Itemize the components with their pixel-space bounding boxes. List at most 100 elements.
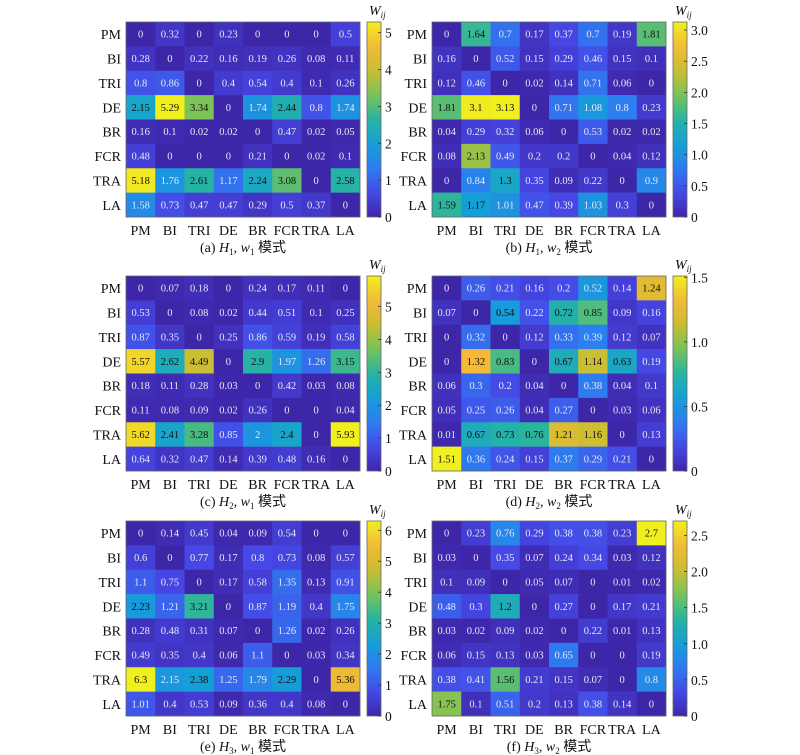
row-tick-label: FCR bbox=[95, 649, 122, 664]
heatmap-cell bbox=[549, 594, 579, 619]
cell-value-label: 0.02 bbox=[525, 626, 543, 637]
row-tick-label: TRA bbox=[399, 174, 428, 189]
heatmap-cell bbox=[184, 70, 215, 96]
heatmap-cell bbox=[490, 521, 521, 546]
cell-value-label: 0.29 bbox=[467, 127, 485, 138]
cell-value-label: 0 bbox=[561, 381, 566, 392]
caption-part: H bbox=[524, 241, 536, 256]
heatmap-cell bbox=[330, 373, 361, 399]
cell-value-label: 0.46 bbox=[467, 78, 485, 89]
heatmap-cell bbox=[636, 373, 667, 399]
cell-value-label: 0.64 bbox=[131, 454, 150, 465]
heatmap-cell bbox=[490, 667, 521, 692]
cell-value-label: 0.35 bbox=[496, 553, 514, 564]
cell-value-label: 0.37 bbox=[554, 30, 572, 41]
cell-value-label: 2.23 bbox=[131, 602, 149, 613]
heatmap-cell bbox=[607, 324, 638, 350]
heatmap-cell bbox=[301, 119, 332, 145]
cell-value-label: 0 bbox=[620, 176, 625, 187]
cell-value-label: 5.62 bbox=[131, 430, 149, 441]
cell-value-label: 0.32 bbox=[467, 332, 485, 343]
heatmap-cell bbox=[578, 594, 608, 619]
colorbar-tick-label: 3.0 bbox=[691, 23, 708, 38]
cell-value-label: 0.48 bbox=[131, 152, 149, 163]
heatmap-cell bbox=[155, 119, 185, 145]
cell-value-label: 0 bbox=[138, 529, 143, 540]
heatmap-cell bbox=[126, 373, 156, 399]
row-tick-label: TRA bbox=[399, 428, 428, 443]
cell-value-label: 0 bbox=[561, 626, 566, 637]
row-tick-label: BI bbox=[107, 53, 121, 68]
heatmap-cell bbox=[432, 168, 462, 193]
caption-part: 1 bbox=[250, 247, 255, 257]
cell-value-label: 0.9 bbox=[645, 176, 658, 187]
heatmap-cell bbox=[490, 545, 521, 571]
colorbar-tick-label: 3 bbox=[385, 365, 392, 380]
cell-value-label: 0.7 bbox=[586, 30, 599, 41]
column-tick-label: TRI bbox=[188, 723, 211, 738]
heatmap-cell bbox=[272, 143, 302, 169]
heatmap-cell bbox=[519, 691, 550, 717]
cell-value-label: 0.11 bbox=[132, 406, 150, 417]
cell-value-label: 0.02 bbox=[219, 406, 237, 417]
heatmap-cell bbox=[155, 276, 185, 301]
column-tick-label: TRA bbox=[608, 478, 637, 493]
cell-value-label: 2.9 bbox=[251, 357, 264, 368]
cell-value-label: 0.05 bbox=[336, 127, 354, 138]
cell-value-label: 0 bbox=[649, 78, 654, 89]
heatmap-cell bbox=[184, 143, 215, 169]
heatmap-cell bbox=[519, 95, 550, 120]
cell-value-label: 0.3 bbox=[469, 381, 482, 392]
heatmap-cell bbox=[155, 397, 185, 423]
heatmap-cell bbox=[607, 143, 638, 169]
heatmap-cell bbox=[243, 22, 273, 47]
cell-value-label: 0.6 bbox=[134, 553, 147, 564]
cell-value-label: 0.8 bbox=[134, 78, 147, 89]
caption-part: 模式 bbox=[255, 739, 287, 755]
heatmap-cell bbox=[126, 667, 156, 692]
heatmap-cell bbox=[461, 642, 491, 668]
column-tick-label: FCR bbox=[274, 224, 301, 239]
column-tick-label: BI bbox=[469, 224, 483, 239]
cell-value-label: 0 bbox=[314, 176, 319, 187]
row-tick-label: BI bbox=[107, 307, 121, 322]
heatmap-panel-b: 0 1.64 0.7 0.17 0.37 0.7 0.19 1.810.16 0 0.52 0.15… bbox=[399, 4, 708, 257]
heatmap-cell bbox=[549, 446, 579, 472]
heatmap-cell bbox=[607, 642, 638, 668]
cell-value-label: 0 bbox=[255, 626, 260, 637]
heatmap-cell bbox=[243, 545, 273, 571]
heatmap-cell bbox=[330, 22, 361, 47]
heatmap-cell bbox=[272, 95, 302, 120]
row-tick-label: PM bbox=[407, 282, 428, 297]
column-tick-label: LA bbox=[336, 478, 356, 493]
cell-value-label: 0.73 bbox=[278, 553, 296, 564]
heatmap-cell bbox=[461, 397, 491, 423]
caption-part: H bbox=[218, 740, 230, 755]
cell-value-label: 0.32 bbox=[496, 127, 514, 138]
colorbar-tick-label: 5 bbox=[385, 26, 392, 41]
heatmap-cell bbox=[155, 422, 185, 447]
cell-value-label: 0 bbox=[167, 308, 172, 319]
heatmap-cell bbox=[184, 667, 215, 692]
heatmap-cell bbox=[519, 618, 550, 644]
heatmap-cell bbox=[636, 300, 667, 326]
cell-value-label: 3.21 bbox=[190, 602, 208, 613]
cell-value-label: 0.13 bbox=[642, 626, 660, 637]
heatmap-cell bbox=[301, 192, 332, 218]
heatmap-cell bbox=[126, 422, 156, 447]
heatmap-cell bbox=[126, 349, 156, 374]
caption-part: , bbox=[540, 495, 547, 510]
cell-value-label: 0.06 bbox=[613, 78, 631, 89]
heatmap-cell bbox=[432, 143, 462, 169]
heatmap-cell bbox=[432, 545, 462, 571]
heatmap-cell bbox=[213, 569, 244, 595]
cell-value-label: 1.21 bbox=[161, 602, 179, 613]
cell-value-label: 0.39 bbox=[248, 454, 266, 465]
column-tick-label: PM bbox=[437, 478, 458, 493]
cell-value-label: 0.46 bbox=[584, 54, 602, 65]
cell-value-label: 6.3 bbox=[134, 675, 147, 686]
cell-value-label: 0.26 bbox=[248, 406, 266, 417]
heatmap-cell bbox=[272, 373, 302, 399]
column-tick-label: TRI bbox=[494, 224, 517, 239]
colorbar-tick-label: 2.0 bbox=[691, 565, 708, 580]
